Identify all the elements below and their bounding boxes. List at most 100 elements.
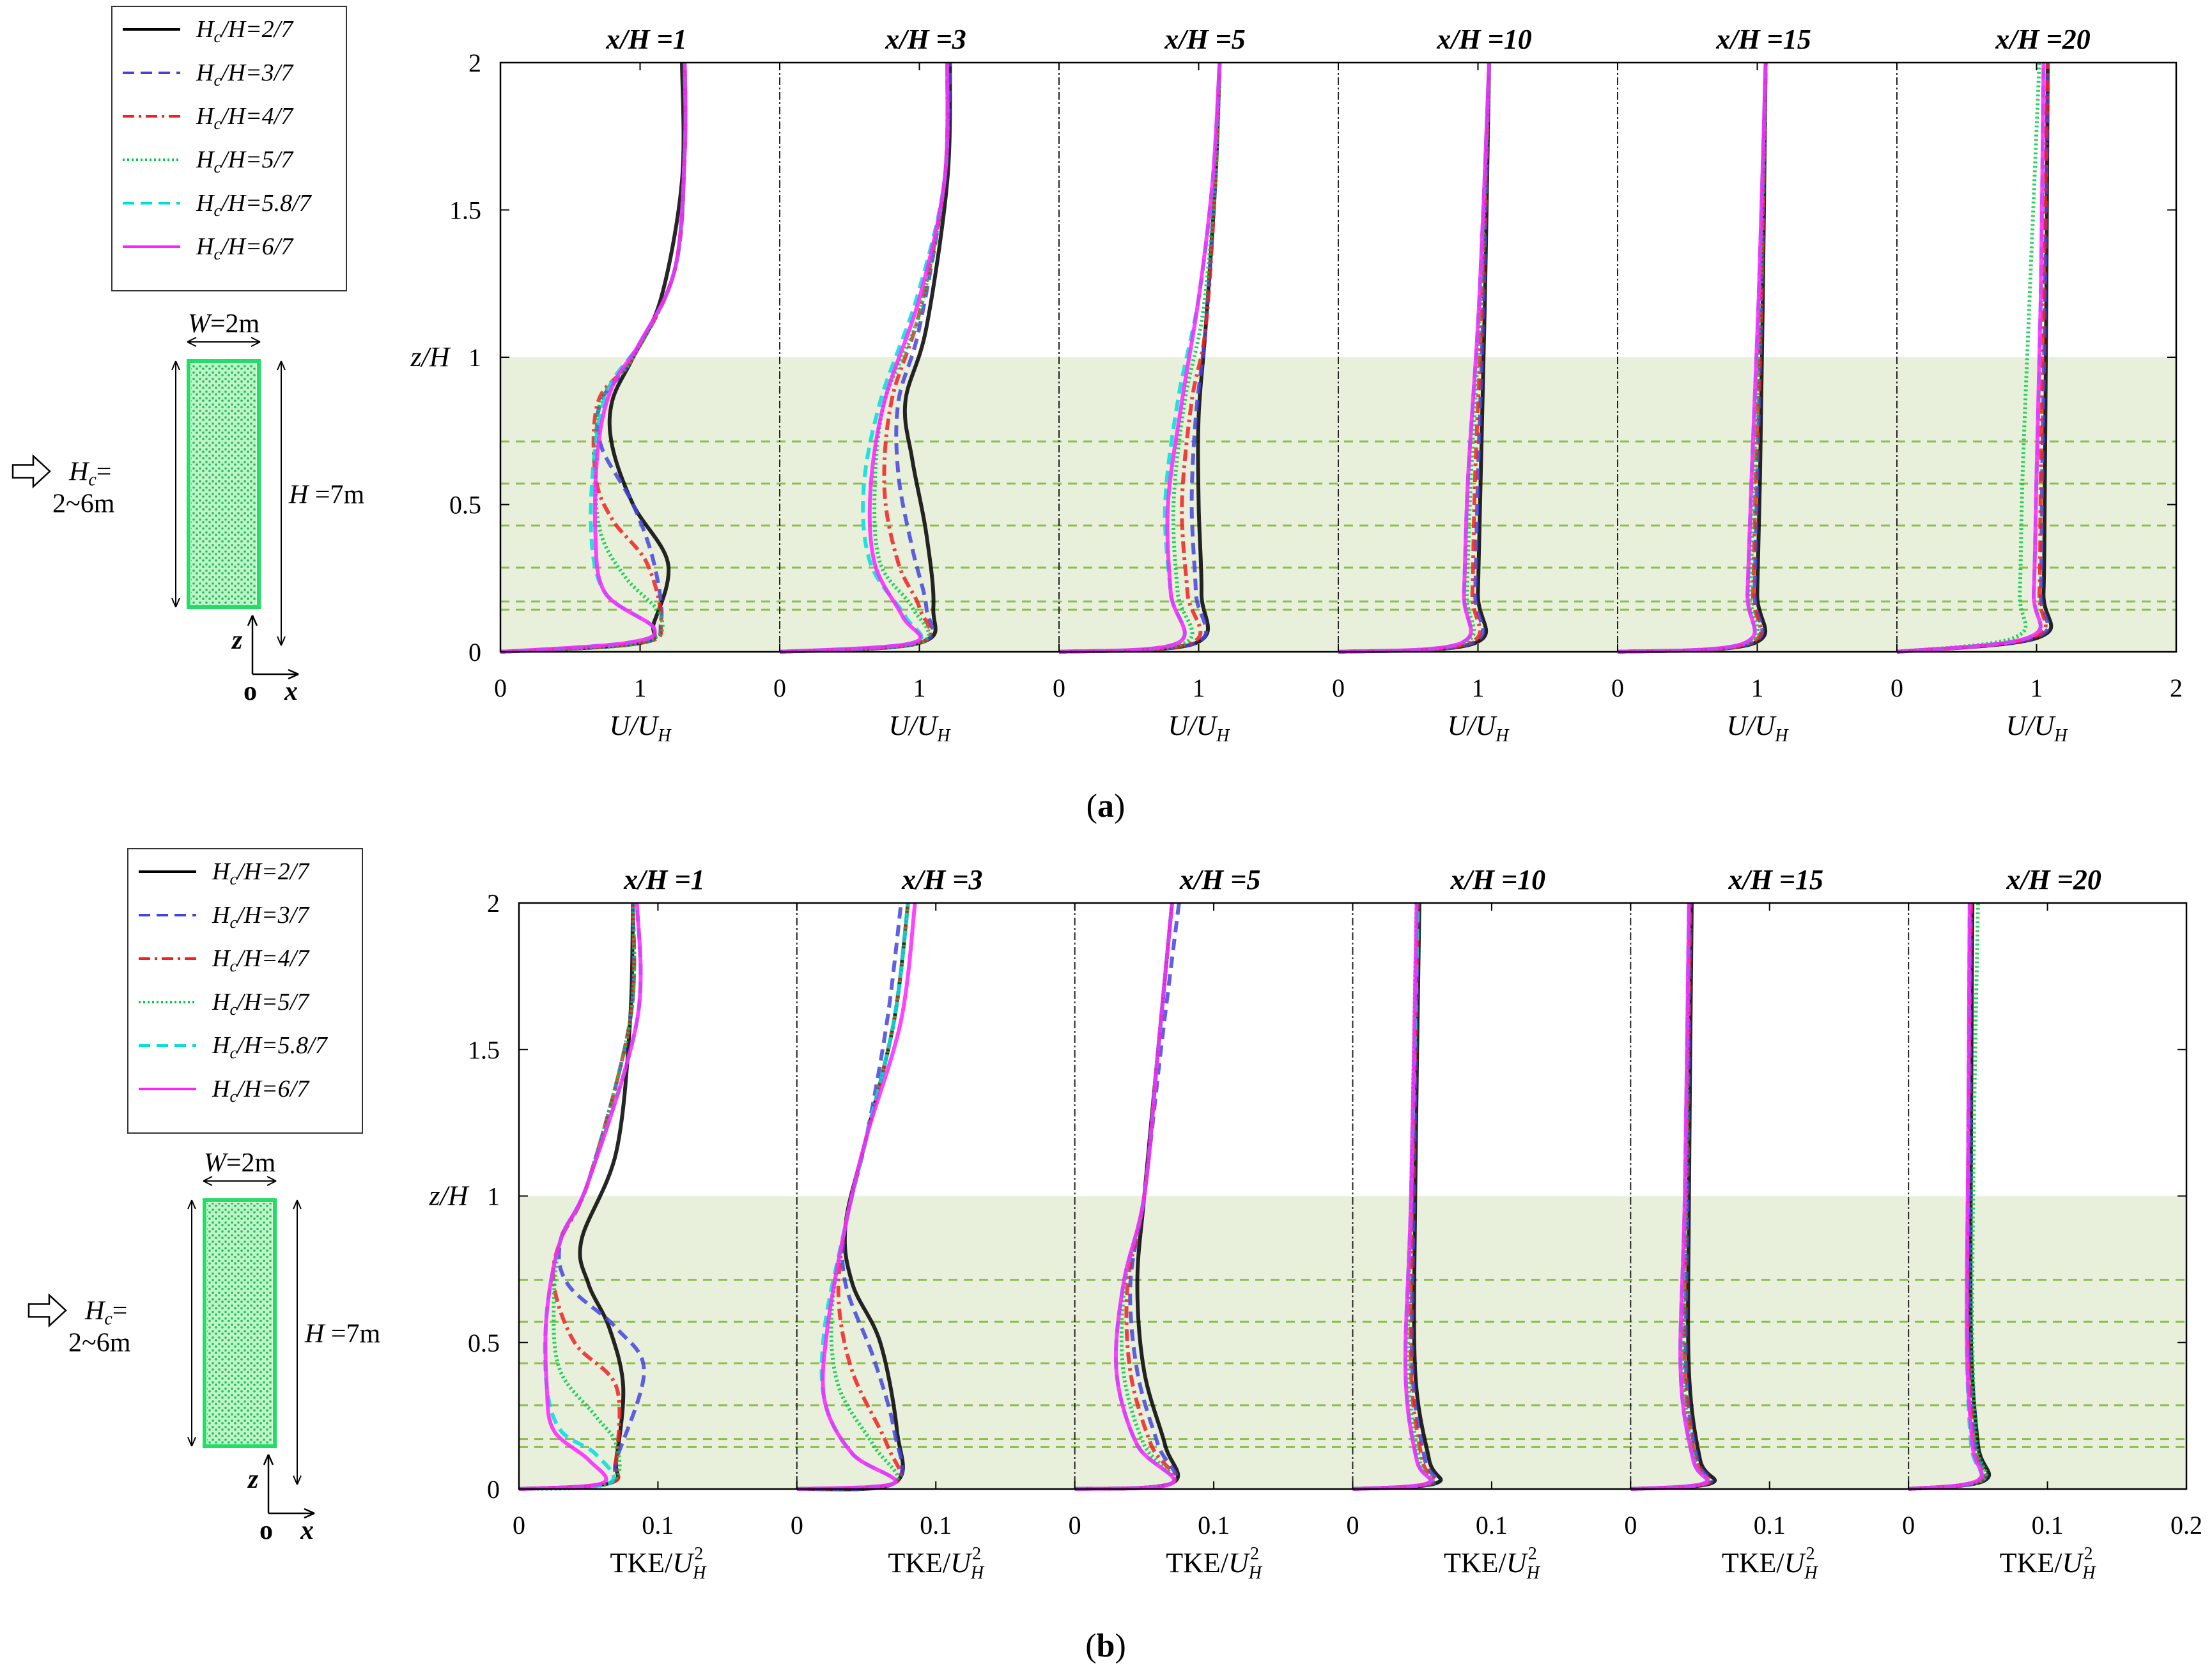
hc-dim-arrows [187,1200,196,1447]
height-label: H =7m [288,481,365,510]
x-tick-label: 0 [1902,1511,1915,1540]
hc-dim-arrows [171,360,180,608]
x-tick-label: 0 [1624,1511,1637,1540]
panel-b: Hc/H=2/7 Hc/H=3/7 Hc/H=4/7 Hc/H=5/7 Hc/H=5.8… [27,848,2202,1664]
legend-a: Hc/H=2/7 Hc/H=3/7 Hc/H=4/7 Hc/H=5/7 Hc/H=5.8… [123,16,313,263]
x-tick-label: 0 [1332,674,1345,702]
x-tick-label: 0 [1611,674,1624,702]
series-line [1058,62,1222,654]
origin-label: o [244,677,257,706]
y-axis-label: z/H [428,1180,469,1212]
y-tick-label: 0 [468,638,481,667]
subplot [1074,902,1181,1491]
x-tick-label: 0.1 [642,1511,674,1540]
legend-label: Hc/H=5.8/7 [196,190,313,220]
canopy-fill [191,364,256,605]
series-line [1074,902,1176,1491]
x-axis-label: TKE/UH2 [1444,1544,1541,1583]
x-tick-label: 2 [2170,674,2183,702]
x-tick-label: 0.1 [1754,1511,1786,1540]
subplot-title: x/H =3 [901,864,983,895]
x-tick-label: 1 [2030,674,2043,702]
x-tick-label: 0.1 [1476,1511,1508,1540]
axis-x-label: x [300,1516,314,1545]
axis-z-label: z [231,626,243,655]
subplot [1630,902,1717,1491]
legend-box-b [127,848,363,1134]
subplot-title: x/H =15 [1715,24,1811,55]
height-label: H =7m [304,1320,381,1349]
subplot-title: x/H =15 [1728,864,1823,895]
x-tick-label: 0 [1347,1511,1359,1540]
legend-label: Hc/H=5.8/7 [212,1032,329,1062]
hc-range: 2~6m [68,1329,131,1358]
legend-label: Hc/H=4/7 [196,103,294,133]
x-tick-label: 1 [634,674,647,702]
subplot-title: x/H =1 [623,864,705,895]
subplot-title: x/H =10 [1436,24,1532,55]
y-tick-label: 2 [487,889,500,918]
inflow-arrow-icon [27,1293,67,1328]
series-line [1617,62,1768,654]
x-axis-label: U/UH [609,710,672,746]
series-line [779,62,950,654]
panel-b-letter: b [1097,1628,1115,1664]
x-tick-label: 1 [1751,674,1764,702]
series-line [1338,62,1491,654]
inflow-arrow-icon [12,454,51,489]
x-tick-label: 0.1 [1198,1511,1230,1540]
legend-label: Hc/H=6/7 [196,233,294,263]
series-line [1074,902,1181,1491]
subplot [1058,62,1222,654]
subplot-title: x/H =1 [605,24,687,55]
width-label: W=2m [204,1148,276,1178]
x-tick-label: 1 [913,674,926,702]
x-tick-label: 0 [494,674,507,702]
y-tick-label: 1 [468,343,481,372]
panel-a-letter: a [1097,788,1114,824]
y-tick-label: 0.5 [449,491,481,520]
legend-label: Hc/H=3/7 [212,902,310,932]
subplot [779,62,952,654]
plot-area-a: x/H =1 U/UH x/H =3 U/UH x/H =5 U/UH x/H =10 U/U… [410,24,2183,746]
series-line [1058,62,1222,654]
h-dim-arrows [293,1200,302,1485]
subplot [1908,902,1992,1491]
x-axis-label: U/UH [888,710,951,746]
subplot-title: x/H =20 [1995,24,2091,55]
legend-label: Hc/H=2/7 [196,16,294,46]
series-line [779,62,950,654]
legend-label: Hc/H=2/7 [212,858,310,888]
y-tick-label: 0 [487,1475,500,1504]
x-tick-label: 0 [791,1511,803,1540]
x-axis-label: U/UH [1447,710,1510,746]
series-line [1352,902,1434,1491]
series-line [500,62,686,654]
legend-label: Hc/H=6/7 [212,1076,310,1106]
series-line [1896,62,2046,654]
subplot [796,902,917,1492]
x-axis-label: TKE/UH2 [888,1544,985,1583]
subplot [500,62,688,654]
hc-range: 2~6m [52,490,115,519]
x-axis-label: U/UH [2006,710,2068,746]
h-dim-arrows [277,360,286,646]
series-line [1630,902,1711,1491]
legend-label: Hc/H=3/7 [196,59,294,89]
axis-x-label: x [284,677,298,706]
x-tick-label: 0 [773,674,786,702]
series-line [796,902,910,1491]
subplot [1338,62,1491,654]
legend-label: Hc/H=4/7 [212,945,310,975]
series-line [1908,902,1988,1491]
panel-b-caption: (b) [1085,1628,1126,1664]
hc-label: Hc= [84,1297,127,1329]
width-dim-arrows [203,1176,277,1186]
subplot [1896,62,2053,654]
x-tick-label: 0.1 [2032,1511,2064,1540]
x-tick-label: 1 [1472,674,1485,702]
x-tick-label: 0.2 [2170,1511,2202,1540]
width-dim-arrows [187,337,261,347]
x-tick-label: 0 [1069,1511,1081,1540]
y-axis-label: z/H [410,341,451,373]
